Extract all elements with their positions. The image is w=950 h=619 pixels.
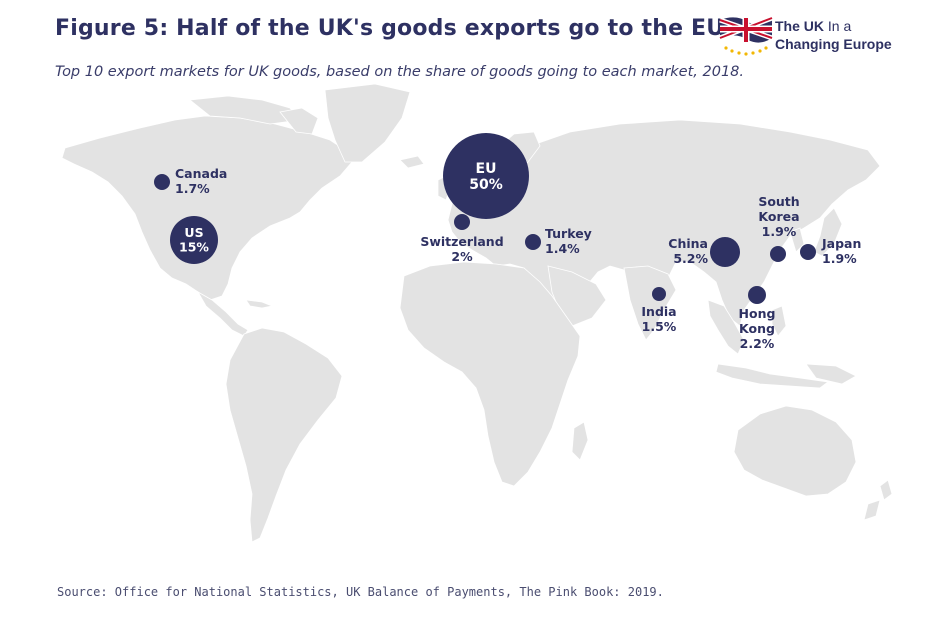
label-canada: Canada 1.7% xyxy=(175,166,227,196)
market-eu: EU 50% xyxy=(443,133,529,219)
market-us: US 15% xyxy=(170,216,218,264)
bubble-turkey xyxy=(525,234,541,250)
korea-landmass xyxy=(789,227,805,253)
market-switzerland: Switzerland 2% xyxy=(420,214,504,264)
label-eu: EU 50% xyxy=(469,161,503,193)
central-america xyxy=(196,290,249,337)
market-turkey: Turkey 1.4% xyxy=(525,226,592,256)
iceland xyxy=(399,155,425,169)
label-switzerland: Switzerland 2% xyxy=(420,234,503,264)
figure-title: Figure 5: Half of the UK's goods exports… xyxy=(55,16,725,41)
flag-logo-icon xyxy=(719,15,773,56)
market-japan: Japan 1.9% xyxy=(800,236,861,266)
bubble-japan xyxy=(800,244,816,260)
bubble-china xyxy=(710,237,740,267)
japan-landmass xyxy=(813,207,843,257)
new-guinea xyxy=(805,363,857,385)
label-india: India 1.5% xyxy=(641,304,676,334)
bubble-us xyxy=(170,216,218,264)
label-south-korea: South Korea 1.9% xyxy=(758,194,799,239)
south-america xyxy=(225,327,343,543)
india xyxy=(623,265,677,341)
north-america-landmass xyxy=(61,115,353,301)
market-india: India 1.5% xyxy=(641,287,677,334)
africa xyxy=(399,261,581,487)
madagascar xyxy=(571,421,589,461)
export-market-bubbles: EU 50% US 15% Canada 1.7% Switzerland 2% Turkey 1… xyxy=(154,133,861,351)
bubble-canada xyxy=(154,174,170,190)
source-note: Source: Office for National Statistics, … xyxy=(57,585,664,599)
logo-line-1: The UK In a xyxy=(775,18,852,34)
market-canada: Canada 1.7% xyxy=(154,166,227,196)
philippines xyxy=(771,305,787,337)
label-japan: Japan 1.9% xyxy=(821,236,861,266)
bubble-switzerland xyxy=(454,214,470,230)
label-hong-kong: Hong Kong 2.2% xyxy=(739,306,776,351)
bubble-south-korea xyxy=(770,246,786,262)
market-south-korea: South Korea 1.9% xyxy=(758,194,800,262)
greenland xyxy=(324,83,411,163)
label-turkey: Turkey 1.4% xyxy=(545,226,592,256)
market-china: China 5.2% xyxy=(668,236,740,267)
baffin-island xyxy=(279,107,319,135)
indonesia xyxy=(715,363,830,389)
caribbean xyxy=(245,299,274,309)
label-us: US 15% xyxy=(179,225,209,254)
southeast-asia xyxy=(707,299,745,355)
market-hong-kong: Hong Kong 2.2% xyxy=(739,286,776,351)
logo-line-2: Changing Europe xyxy=(775,36,892,52)
bubble-india xyxy=(652,287,666,301)
figure-subtitle: Top 10 export markets for UK goods, base… xyxy=(55,64,745,80)
bubble-hong-kong xyxy=(748,286,766,304)
australia xyxy=(733,405,857,497)
land-masses xyxy=(61,83,893,543)
new-zealand-south xyxy=(863,499,881,521)
new-zealand xyxy=(879,479,893,501)
uk-in-a-changing-europe-logo: The UK In a Changing Europe xyxy=(718,12,918,62)
label-china: China 5.2% xyxy=(668,236,708,266)
bubble-eu xyxy=(443,133,529,219)
